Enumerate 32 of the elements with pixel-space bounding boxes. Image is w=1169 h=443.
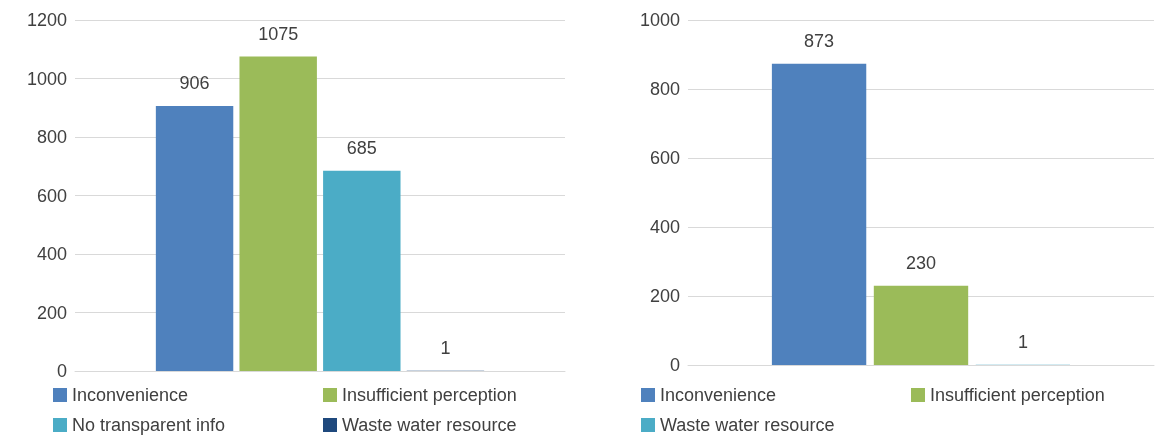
legend-label: Inconvenience (72, 385, 189, 405)
legend-label: Waste water resource (660, 415, 835, 435)
y-tick-label: 1000 (639, 10, 680, 30)
y-tick-label: 400 (649, 217, 680, 237)
y-tick-label: 800 (36, 127, 67, 147)
y-tick-label: 0 (669, 355, 680, 375)
bar (771, 63, 867, 365)
y-tick-label: 200 (36, 302, 67, 323)
bar (873, 285, 969, 365)
y-tick-label: 600 (649, 148, 680, 168)
legend-label: Waste water resource (342, 415, 517, 435)
data-label: 685 (346, 137, 377, 158)
legend-label: Insufficient perception (342, 385, 517, 405)
y-tick-label: 400 (36, 244, 67, 264)
data-label: 1075 (258, 23, 299, 44)
data-label: 1 (1017, 331, 1028, 352)
bar (155, 106, 234, 371)
data-label: 1 (440, 337, 451, 358)
data-label: 230 (905, 252, 937, 273)
bar (239, 56, 317, 371)
y-tick-label: 200 (649, 286, 680, 306)
data-label: 906 (179, 73, 210, 93)
legend-label: Insufficient perception (930, 385, 1105, 405)
y-tick-label: 1000 (26, 68, 67, 89)
legend-label: Inconvenience (660, 385, 777, 405)
data-label: 873 (804, 30, 835, 51)
y-tick-label: 0 (56, 361, 67, 381)
y-tick-label: 600 (36, 185, 67, 206)
bar (323, 170, 401, 371)
y-tick-label: 1200 (26, 10, 67, 30)
y-tick-label: 800 (649, 79, 680, 99)
legend-label: No transparent info (72, 415, 226, 435)
